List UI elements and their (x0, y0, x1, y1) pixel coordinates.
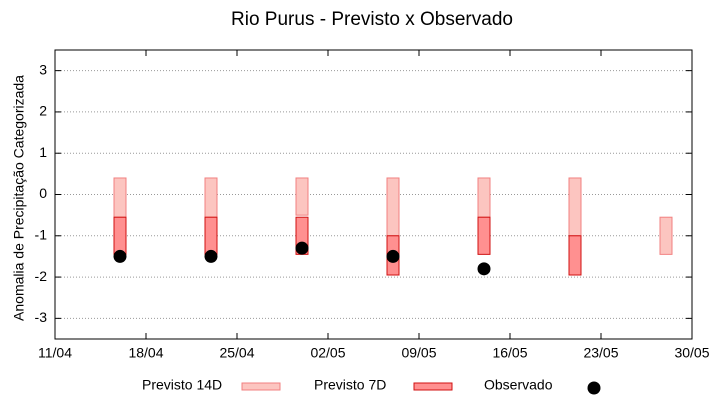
observed-point (386, 249, 400, 263)
observed-point (295, 241, 309, 255)
observed-point (477, 262, 491, 276)
observed-point (204, 249, 218, 263)
range-bar (477, 177, 491, 218)
legend-swatch (587, 381, 601, 395)
range-bar (113, 216, 127, 255)
legend-label: Observado (484, 377, 553, 393)
legend-swatch (413, 382, 453, 391)
y-tick-label: -2 (35, 268, 48, 284)
range-bar (477, 216, 491, 255)
x-tick-label: 11/04 (38, 345, 72, 361)
x-tick-label: 23/05 (583, 345, 618, 361)
range-bar (568, 177, 582, 237)
y-axis-label: Anomalia de Precipitação Categorizada (11, 75, 27, 321)
y-tick-label: 1 (39, 144, 47, 160)
legend-label: Previsto 7D (314, 377, 386, 393)
range-bar (295, 177, 309, 216)
x-tick-label: 18/04 (128, 345, 163, 361)
x-tick-label: 02/05 (310, 345, 345, 361)
x-tick-label: 09/05 (401, 345, 436, 361)
range-bar (204, 177, 218, 218)
y-tick-label: -3 (35, 309, 48, 325)
y-tick-label: -1 (35, 226, 48, 242)
chart-title: Rio Purus - Previsto x Observado (231, 9, 513, 30)
y-tick-label: 0 (39, 185, 47, 201)
range-bar (113, 177, 127, 218)
x-tick-label: 30/05 (674, 345, 709, 361)
x-tick-label: 25/04 (219, 345, 254, 361)
range-bar (568, 235, 582, 276)
observed-point (113, 249, 127, 263)
y-tick-label: 2 (39, 103, 47, 119)
legend-swatch (241, 382, 281, 391)
range-bar (204, 216, 218, 255)
range-bar (659, 216, 673, 255)
y-tick-label: 3 (39, 61, 47, 77)
x-tick-label: 16/05 (492, 345, 527, 361)
legend-label: Previsto 14D (142, 377, 222, 393)
range-bar (386, 177, 400, 237)
